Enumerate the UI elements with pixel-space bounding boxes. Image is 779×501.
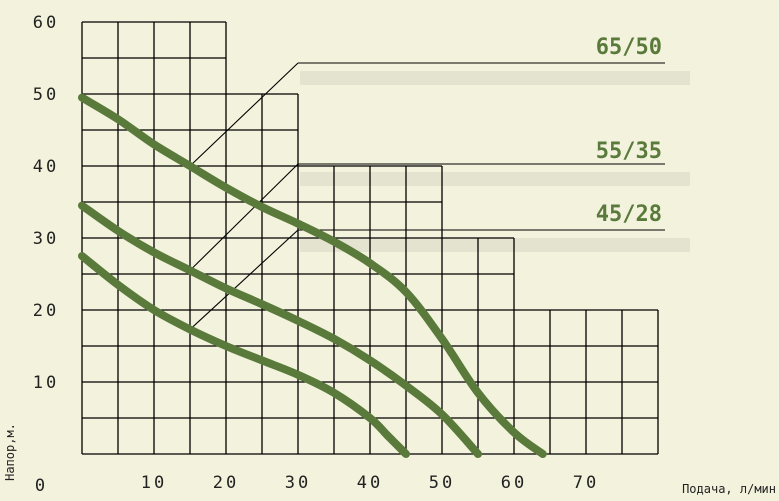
label-shadow <box>300 172 690 186</box>
y-tick-label: 10 <box>33 373 59 393</box>
origin-label: 0 <box>35 476 45 496</box>
label-shadow <box>300 71 690 85</box>
series-labels: 65/50 55/35 45/28 <box>596 35 662 227</box>
series-label: 45/28 <box>596 202 662 227</box>
y-tick-label: 50 <box>33 85 59 105</box>
x-tick-label: 20 <box>213 473 239 493</box>
stepped-grid <box>81 21 659 455</box>
leader-line <box>189 229 299 330</box>
leader-lines <box>189 62 690 330</box>
y-tick-label: 20 <box>33 301 59 321</box>
x-tick-label: 50 <box>429 473 455 493</box>
y-tick-label: 40 <box>33 157 59 177</box>
label-shadow <box>300 238 690 252</box>
x-tick-label: 40 <box>357 473 383 493</box>
series-lines <box>78 93 547 458</box>
x-tick-labels: 10 20 30 40 50 60 70 <box>141 473 599 493</box>
x-tick-label: 10 <box>141 473 167 493</box>
leader-line <box>189 62 299 167</box>
series-line <box>78 252 410 458</box>
x-tick-label: 30 <box>285 473 311 493</box>
leader-line <box>189 163 299 271</box>
series-line <box>78 93 547 458</box>
x-tick-label: 70 <box>573 473 599 493</box>
y-tick-label: 30 <box>33 229 59 249</box>
series-label: 55/35 <box>596 139 662 164</box>
y-tick-labels: 10 20 30 40 50 60 <box>33 13 59 393</box>
y-axis-label: Напор,м. <box>3 423 17 481</box>
x-axis-label: Подача, л/мин <box>682 482 776 496</box>
y-tick-label: 60 <box>33 13 59 33</box>
series-line <box>78 201 482 458</box>
series-label: 65/50 <box>596 35 662 60</box>
x-tick-label: 60 <box>501 473 527 493</box>
